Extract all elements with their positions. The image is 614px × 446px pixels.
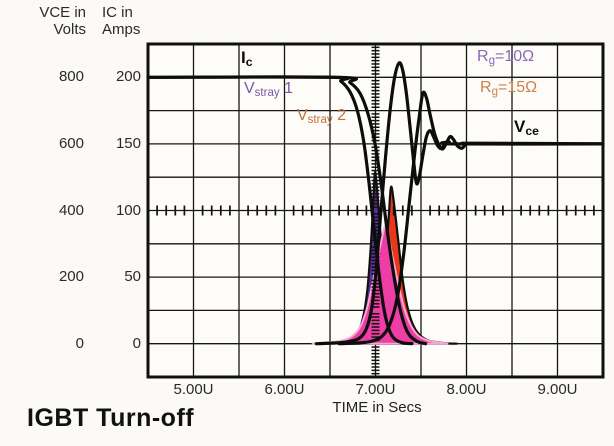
vstray2-label-sub: stray [307,113,333,126]
vce-axis-header-line1: VCE in [39,4,86,21]
ic-axis-header-line1: IC in [102,4,133,21]
rg10-label: Rg=10Ω [477,48,534,67]
ic-trace-label-main: I [241,48,246,67]
vstray1-label-sub: stray [254,86,280,99]
ic-axis-header-line2: Amps [102,21,141,38]
ic-tick-label: 50 [124,268,141,286]
vce-trace-label: Vce [514,117,539,138]
vstray1-label-suffix: 1 [279,80,293,97]
ic-tick-label: 200 [115,68,141,86]
vstray1-label: Vstray 1 [244,80,293,99]
chart-title: IGBT Turn-off [27,404,195,432]
vstray1-label-main: V [244,80,255,97]
vstray2-label: Vstray 2 [297,107,346,126]
ic-tick-label: 150 [115,134,141,152]
vce-tick-label: 600 [58,134,84,152]
vce-trace-label-main: V [514,117,526,136]
ic-tick-label: 100 [115,201,141,219]
time-tick-label: 8.00U [446,381,487,398]
ic-axis-header: IC in Amps [102,4,162,38]
rg10-label-sub: g [488,54,495,67]
ic-tick-label: 0 [132,334,141,352]
time-tick-label: 7.00U [355,381,396,398]
vce-tick-label: 800 [58,68,84,86]
plot-border [146,42,605,379]
trace-vce-rg-15- [337,90,605,346]
ic-trace-label: Ic [241,48,253,69]
rg15-label-main: R [480,79,492,96]
rg15-label: Rg=15Ω [480,79,537,98]
x-axis-label: TIME in Secs [332,399,422,416]
vce-trace-label-sub: ce [525,124,539,139]
rg15-label-suffix: =15Ω [497,79,538,96]
ic-trace-label-sub: c [245,55,253,70]
vce-tick-label: 200 [58,268,84,286]
time-tick-label: 5.00U [173,381,214,398]
vstray2-label-main: V [297,107,308,124]
time-tick-label: 9.00U [537,381,578,398]
rg10-label-suffix: =10Ω [494,48,535,65]
rg15-label-sub: g [491,85,498,98]
rg10-label-main: R [477,48,489,65]
vce-tick-label: 0 [75,334,84,352]
time-tick-label: 6.00U [264,381,305,398]
vstray2-label-suffix: 2 [332,107,346,124]
vce-tick-label: 400 [58,201,84,219]
trace-ic-rg-15- [146,75,428,346]
vce-axis-header-line2: Volts [53,21,86,38]
vce-axis-header: VCE in Volts [8,4,86,38]
